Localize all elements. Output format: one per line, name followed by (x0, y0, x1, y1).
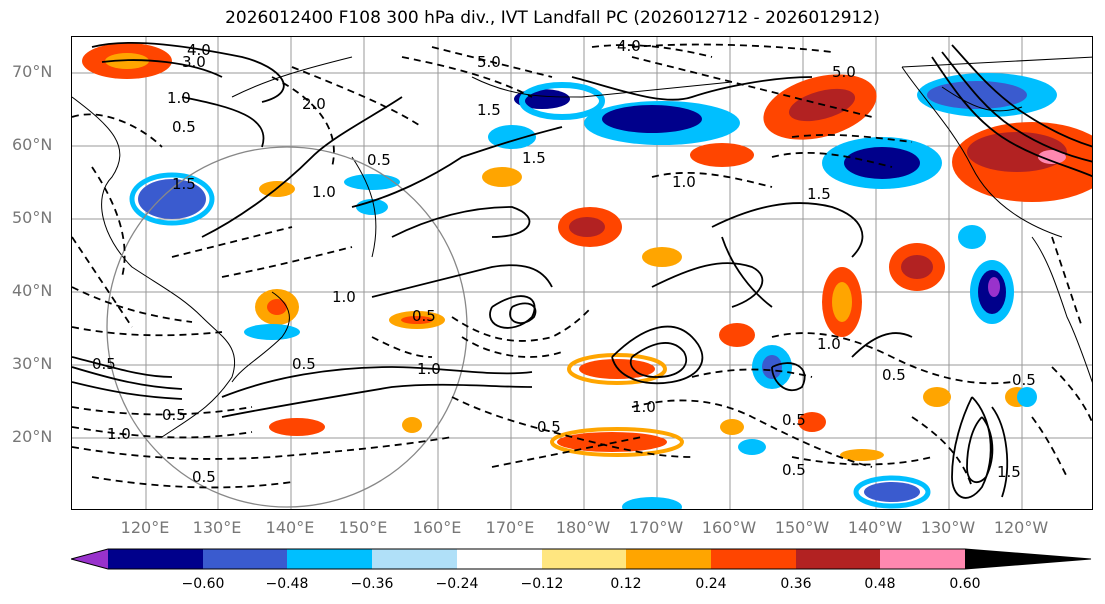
lon-label: 140°W (847, 518, 903, 537)
colorbar-segment (965, 549, 1091, 569)
contour-label: 1.5 (997, 463, 1021, 481)
lon-label: 130°W (920, 518, 976, 537)
lon-label: 140°E (265, 518, 315, 537)
contour-label: 1.0 (417, 360, 441, 378)
colorbar-outline (71, 548, 1092, 570)
contour-label: 5.0 (832, 63, 856, 81)
contour-labels: 4.0 3.0 5.0 4.0 5.0 2.0 1.5 0.5 1.0 1.5 … (92, 37, 1036, 486)
colorbar-tick: −0.24 (435, 576, 479, 592)
lon-label: 160°E (412, 518, 462, 537)
colorbar-segment (542, 549, 626, 569)
colorbar-segment (626, 549, 711, 569)
contour-label: 0.5 (292, 355, 316, 373)
contour-label: 1.5 (522, 149, 546, 167)
lon-label: 160°W (701, 518, 757, 537)
contour-label: 1.0 (672, 173, 696, 191)
contour-label: 1.5 (477, 101, 501, 119)
contour-label: 1.0 (167, 89, 191, 107)
contour-label: 0.5 (782, 411, 806, 429)
contour-label: 0.5 (162, 406, 186, 424)
lon-label: 120°W (993, 518, 1049, 537)
colorbar-segment (203, 549, 287, 569)
lat-label: 60°N (12, 135, 53, 154)
contour-label: 0.5 (537, 418, 561, 436)
contour-label: 1.0 (632, 398, 656, 416)
colorbar-segment (711, 549, 796, 569)
map-panel: 4.0 3.0 5.0 4.0 5.0 2.0 1.5 0.5 1.0 1.5 … (71, 36, 1093, 510)
contour-label: 1.0 (107, 425, 131, 443)
contour-label: 0.5 (882, 366, 906, 384)
colorbar-tick: 0.12 (610, 576, 642, 592)
plot-title: 2026012400 F108 300 hPa div., IVT Landfa… (225, 8, 880, 28)
lon-label: 120°E (120, 518, 170, 537)
contour-label: 1.0 (332, 288, 356, 306)
lon-label: 150°W (774, 518, 830, 537)
lat-label: 20°N (12, 427, 53, 446)
colorbar-tick: −0.48 (265, 576, 309, 592)
dashed-contours (72, 43, 1092, 489)
contour-label: 3.0 (182, 53, 206, 71)
lat-label: 30°N (12, 354, 53, 373)
contour-label: 1.5 (807, 185, 831, 203)
colorbar-segment (880, 549, 965, 569)
colorbar-segment (287, 549, 372, 569)
divergence-shading (82, 43, 1092, 509)
contour-label: 0.5 (412, 307, 436, 325)
contour-label: 0.5 (367, 151, 391, 169)
colorbar (71, 548, 1092, 570)
lon-label: 170°W (628, 518, 684, 537)
contour-label: 0.5 (172, 118, 196, 136)
colorbar-tick: −0.12 (520, 576, 564, 592)
contour-label: 0.5 (1012, 371, 1036, 389)
colorbar-tick: 0.48 (864, 576, 896, 592)
lat-label: 40°N (12, 281, 53, 300)
colorbar-segment (372, 549, 457, 569)
colorbar-tick: −0.36 (350, 576, 394, 592)
map-canvas: 4.0 3.0 5.0 4.0 5.0 2.0 1.5 0.5 1.0 1.5 … (72, 37, 1092, 509)
lon-label: 150°E (338, 518, 388, 537)
colorbar-segment (796, 549, 880, 569)
contour-label: 2.0 (302, 95, 326, 113)
lat-label: 70°N (12, 62, 53, 81)
colorbar-tick: 0.60 (949, 576, 981, 592)
contour-label: 4.0 (617, 37, 641, 55)
contour-label: 0.5 (782, 461, 806, 479)
lon-label: 130°E (192, 518, 242, 537)
contour-label: 1.5 (172, 175, 196, 193)
contour-label: 0.5 (192, 468, 216, 486)
lon-label: 180°W (555, 518, 611, 537)
colorbar-tick: −0.60 (181, 576, 225, 592)
lat-label: 50°N (12, 208, 53, 227)
contour-label: 1.0 (312, 183, 336, 201)
contour-label: 5.0 (477, 53, 501, 71)
lon-label: 170°E (485, 518, 535, 537)
contour-label: 1.0 (817, 335, 841, 353)
solid-contours (72, 41, 1092, 499)
contour-label: 0.5 (92, 355, 116, 373)
colorbar-segment (71, 549, 108, 569)
contour-label: 4.0 (187, 41, 211, 59)
colorbar-tick: 0.36 (780, 576, 812, 592)
colorbar-segment (108, 549, 203, 569)
colorbar-tick: 0.24 (695, 576, 727, 592)
colorbar-segment (457, 549, 542, 569)
